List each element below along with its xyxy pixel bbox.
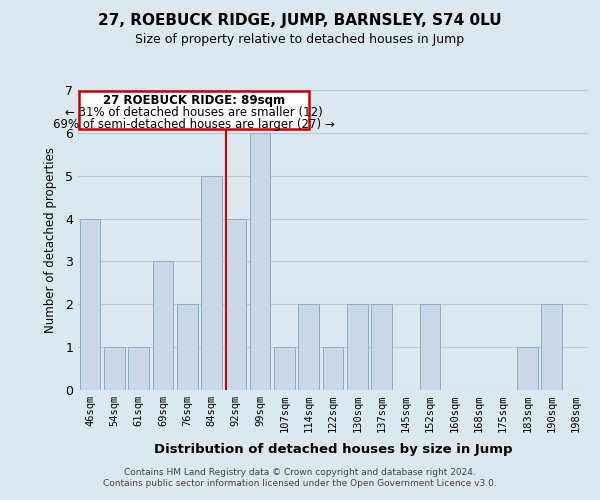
Text: Distribution of detached houses by size in Jump: Distribution of detached houses by size …: [154, 442, 512, 456]
Bar: [80, 218, 100, 390]
Y-axis label: Number of detached properties: Number of detached properties: [44, 147, 57, 333]
Bar: [104, 347, 125, 390]
Bar: [298, 304, 319, 390]
Bar: [201, 176, 222, 390]
Bar: [250, 133, 271, 390]
Bar: [152, 262, 173, 390]
Bar: [347, 304, 368, 390]
Bar: [541, 304, 562, 390]
Bar: [323, 347, 343, 390]
Text: 27 ROEBUCK RIDGE: 89sqm: 27 ROEBUCK RIDGE: 89sqm: [103, 94, 285, 107]
Text: Size of property relative to detached houses in Jump: Size of property relative to detached ho…: [136, 32, 464, 46]
Bar: [420, 304, 440, 390]
Bar: [128, 347, 149, 390]
Text: 69% of semi-detached houses are larger (27) →: 69% of semi-detached houses are larger (…: [53, 118, 335, 131]
Bar: [177, 304, 197, 390]
Text: Contains HM Land Registry data © Crown copyright and database right 2024.
Contai: Contains HM Land Registry data © Crown c…: [103, 468, 497, 487]
Bar: [371, 304, 392, 390]
Bar: [274, 347, 295, 390]
Text: ← 31% of detached houses are smaller (12): ← 31% of detached houses are smaller (12…: [65, 106, 323, 119]
Bar: [517, 347, 538, 390]
Text: 27, ROEBUCK RIDGE, JUMP, BARNSLEY, S74 0LU: 27, ROEBUCK RIDGE, JUMP, BARNSLEY, S74 0…: [98, 12, 502, 28]
Bar: [226, 218, 246, 390]
Bar: [79, 92, 309, 130]
